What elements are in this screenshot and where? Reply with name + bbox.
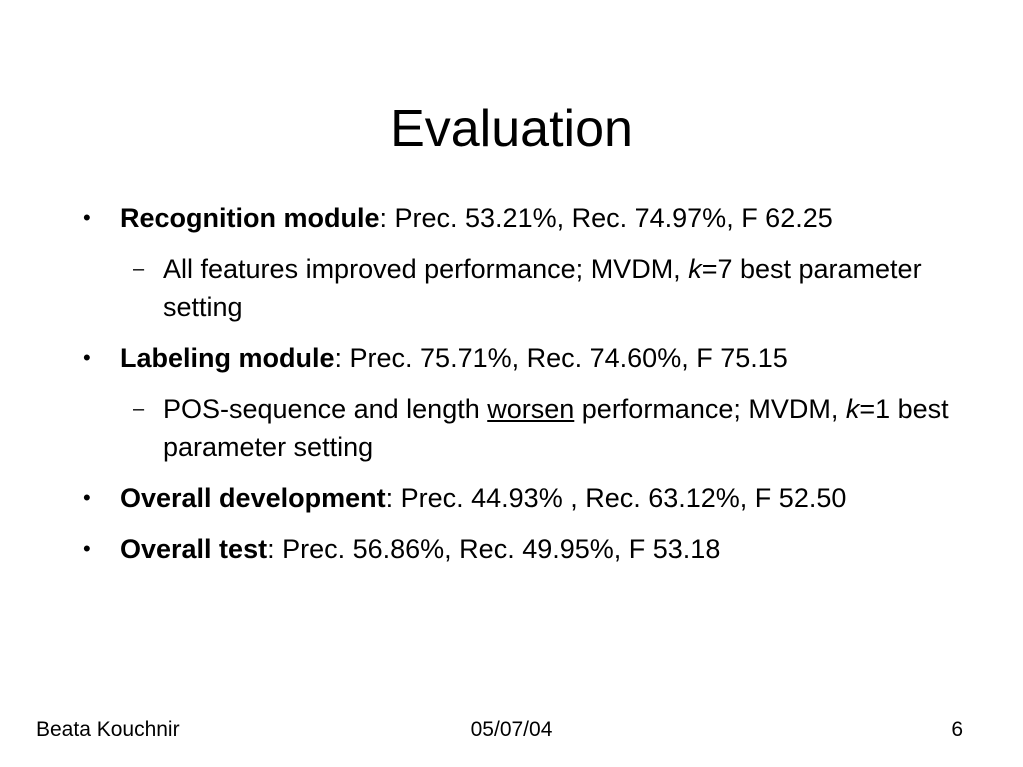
bullet-overall-development: • Overall development: Prec. 44.93% , Re… <box>83 479 963 517</box>
k-variable: k <box>845 394 860 424</box>
sub-bullet-pos-sequence: – POS-sequence and length worsen perform… <box>83 390 963 466</box>
bullet-icon: • <box>83 536 91 561</box>
bullet-text: : Prec. 44.93% , Rec. 63.12%, F 52.50 <box>385 483 847 513</box>
bullet-text: : Prec. 75.71%, Rec. 74.60%, F 75.15 <box>334 343 788 373</box>
k-variable: k <box>688 254 702 284</box>
bullet-recognition-module: • Recognition module: Prec. 53.21%, Rec.… <box>83 199 963 237</box>
footer-page-number: 6 <box>951 718 963 741</box>
bullet-heading: Overall test <box>120 534 268 564</box>
bullet-icon: • <box>83 345 91 370</box>
sub-bullet-text: POS-sequence and length <box>163 394 488 424</box>
sub-bullet-text: performance; MVDM, <box>574 394 846 424</box>
bullet-labeling-module: • Labeling module: Prec. 75.71%, Rec. 74… <box>83 339 963 377</box>
bullet-icon: • <box>83 485 91 510</box>
sub-bullet-text: =7 best parameter setting <box>163 254 922 322</box>
dash-icon: – <box>133 258 145 280</box>
bullet-icon: • <box>83 205 91 230</box>
bullet-overall-test: • Overall test: Prec. 56.86%, Rec. 49.95… <box>83 530 963 568</box>
sub-bullet-text: =1 best parameter setting <box>163 394 949 462</box>
dash-icon: – <box>133 398 145 420</box>
sub-bullet-all-features: – All features improved performance; MVD… <box>83 250 963 326</box>
bullet-heading: Recognition module <box>120 203 380 233</box>
footer-author: Beata Kouchnir <box>36 718 180 741</box>
sub-bullet-text: All features improved performance; MVDM, <box>163 254 689 284</box>
bullet-heading: Overall development <box>120 483 386 513</box>
bullet-text: : Prec. 56.86%, Rec. 49.95%, F 53.18 <box>267 534 721 564</box>
slide-content: • Recognition module: Prec. 53.21%, Rec.… <box>83 199 963 581</box>
slide-title: Evaluation <box>390 100 633 158</box>
bullet-text: : Prec. 53.21%, Rec. 74.97%, F 62.25 <box>379 203 833 233</box>
footer-date: 05/07/04 <box>470 718 553 741</box>
bullet-heading: Labeling module <box>120 343 335 373</box>
underlined-word: worsen <box>487 394 575 424</box>
